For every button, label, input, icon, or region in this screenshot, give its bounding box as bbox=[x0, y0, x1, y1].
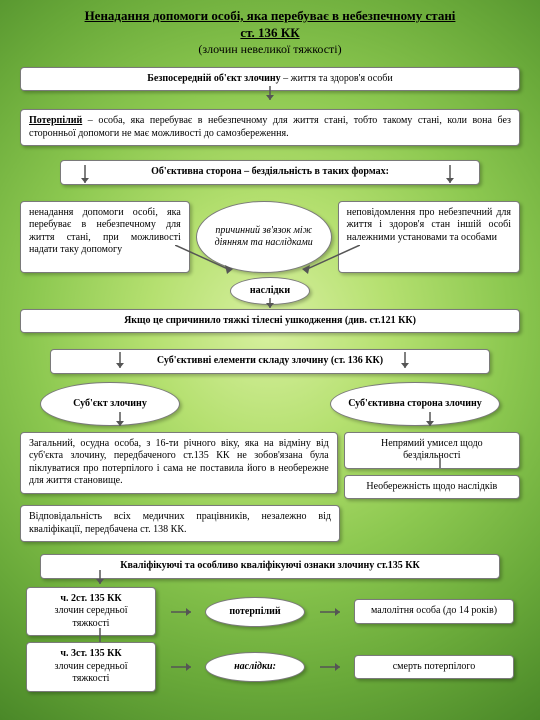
part2-box: ч. 2ст. 135 КК злочин середньої тяжкості bbox=[26, 587, 156, 637]
part2-text: злочин середньої тяжкості bbox=[55, 605, 128, 629]
medical-box: Відповідальність всіх медичних працівник… bbox=[20, 505, 340, 542]
part3-label: ч. 3ст. 135 КК bbox=[60, 648, 121, 659]
form2-box: неповідомлення про небезпечний для життя… bbox=[338, 201, 520, 273]
causal-oval: причинний зв'язок між діянням та наслідк… bbox=[196, 201, 332, 273]
victim-oval2: потерпілий bbox=[205, 597, 305, 627]
negligence-box: Необережність щодо наслідків bbox=[344, 475, 520, 500]
qualifying-header-text: Кваліфікуючі та особливо кваліфікуючі оз… bbox=[120, 560, 420, 571]
victim-text: – особа, яка перебуває в небезпечному дл… bbox=[29, 115, 511, 139]
subjective-header-box: Суб'єктивні елементи складу злочину (ст.… bbox=[50, 349, 490, 374]
victim-box: Потерпілий – особа, яка перебуває в небе… bbox=[20, 109, 520, 146]
direct-object-box: Безпосередній об'єкт злочину – життя та … bbox=[20, 67, 520, 92]
subject-oval: Суб'єкт злочину bbox=[40, 382, 180, 426]
form1-box: ненадання допомоги особі, яка перебуває … bbox=[20, 201, 190, 273]
if-caused-box: Якщо це спричинило тяжкі тілесні ушкодже… bbox=[20, 309, 520, 334]
subject-text-box: Загальний, осудна особа, з 16-ти річного… bbox=[20, 432, 338, 494]
causal-text: причинний зв'язок між діянням та наслідк… bbox=[207, 225, 321, 249]
victim-label: Потерпілий bbox=[29, 115, 82, 126]
minor-box: малолітня особа (до 14 років) bbox=[354, 599, 514, 624]
title-line2: ст. 136 КК bbox=[240, 25, 299, 40]
objective-side-text: Об'єктивна сторона – бездіяльність в так… bbox=[151, 166, 389, 177]
indirect-intent-box: Непрямий умисел щодо бездіяльності bbox=[344, 432, 520, 469]
subtitle: (злочин невеликої тяжкості) bbox=[0, 42, 540, 63]
subjective-header-text: Суб'єктивні елементи складу злочину (ст.… bbox=[157, 355, 383, 366]
consequences-oval2: наслідки: bbox=[205, 652, 305, 682]
title-line1: Ненадання допомоги особі, яка перебуває … bbox=[85, 8, 456, 23]
direct-object-text: – життя та здоров'я особи bbox=[281, 73, 393, 84]
consequences-oval2-text: наслідки: bbox=[234, 661, 276, 673]
direct-object-label: Безпосередній об'єкт злочину bbox=[147, 73, 280, 84]
consequences-text: наслідки bbox=[250, 285, 290, 297]
part2-label: ч. 2ст. 135 КК bbox=[60, 593, 121, 604]
part3-box: ч. 3ст. 135 КК злочин середньої тяжкості bbox=[26, 642, 156, 692]
subjective-side-oval-text: Суб'єктивна сторона злочину bbox=[348, 398, 482, 410]
victim-oval2-text: потерпілий bbox=[229, 606, 280, 618]
qualifying-header-box: Кваліфікуючі та особливо кваліфікуючі оз… bbox=[40, 554, 500, 579]
objective-side-box: Об'єктивна сторона – бездіяльність в так… bbox=[60, 160, 480, 185]
subject-oval-text: Суб'єкт злочину bbox=[73, 398, 147, 410]
part3-text: злочин середньої тяжкості bbox=[55, 661, 128, 685]
if-caused-text: Якщо це спричинило тяжкі тілесні ушкодже… bbox=[124, 315, 416, 326]
consequences-oval: наслідки bbox=[230, 277, 310, 305]
death-box: смерть потерпілого bbox=[354, 655, 514, 680]
subjective-side-oval: Суб'єктивна сторона злочину bbox=[330, 382, 500, 426]
